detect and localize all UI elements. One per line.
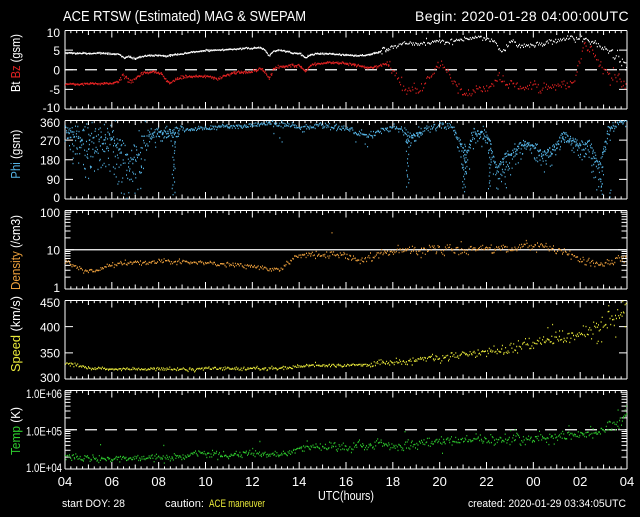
svg-text:-5: -5 <box>49 83 60 97</box>
svg-text:20: 20 <box>432 474 446 489</box>
svg-text:start DOY: 28: start DOY: 28 <box>62 498 125 510</box>
svg-text:10: 10 <box>47 26 61 40</box>
svg-text:1.0E+05: 1.0E+05 <box>26 424 62 438</box>
svg-text:1.0E+04: 1.0E+04 <box>26 461 62 475</box>
svg-text:ACE RTSW (Estimated) MAG & SWE: ACE RTSW (Estimated) MAG & SWEPAM <box>63 9 306 25</box>
svg-text:100: 100 <box>40 206 60 220</box>
svg-text:04: 04 <box>58 474 72 489</box>
svg-text:180: 180 <box>40 154 60 168</box>
svg-text:10: 10 <box>47 244 61 258</box>
svg-text:created: 2020-01-29 03:34:05U: created: 2020-01-29 03:34:05UTC <box>468 498 626 510</box>
svg-text:0: 0 <box>53 191 60 205</box>
svg-text:0: 0 <box>53 64 60 78</box>
svg-text:400: 400 <box>40 320 60 334</box>
svg-text:14: 14 <box>292 474 306 489</box>
svg-text:16: 16 <box>339 474 353 489</box>
svg-text:1: 1 <box>53 281 60 295</box>
svg-text:ACE maneuver: ACE maneuver <box>209 498 265 510</box>
svg-text:18: 18 <box>386 474 400 489</box>
svg-text:Density (/cm3): Density (/cm3) <box>8 215 23 290</box>
svg-text:02: 02 <box>573 474 587 489</box>
svg-text:00: 00 <box>526 474 540 489</box>
svg-text:Phi (gsm): Phi (gsm) <box>8 130 23 179</box>
svg-text:06: 06 <box>105 474 119 489</box>
svg-text:UTC(hours): UTC(hours) <box>318 489 374 503</box>
svg-text:300: 300 <box>40 371 60 385</box>
svg-text:90: 90 <box>47 173 61 187</box>
svg-text:450: 450 <box>40 296 60 310</box>
svg-text:caution:: caution: <box>165 498 204 510</box>
svg-text:10: 10 <box>198 474 212 489</box>
svg-text:-10: -10 <box>43 101 61 115</box>
svg-text:270: 270 <box>40 134 60 148</box>
svg-text:04: 04 <box>620 474 634 489</box>
svg-text:Speed (km/s): Speed (km/s) <box>8 296 23 372</box>
svg-text:Bt Bz (gsm): Bt Bz (gsm) <box>8 34 23 92</box>
svg-text:22: 22 <box>479 474 493 489</box>
svg-text:08: 08 <box>151 474 165 489</box>
svg-text:12: 12 <box>245 474 259 489</box>
svg-text:360: 360 <box>40 116 60 130</box>
svg-text:1.0E+06: 1.0E+06 <box>26 387 62 401</box>
svg-text:350: 350 <box>40 347 60 361</box>
svg-text:Begin: 2020-01-28 04:00:00UTC: Begin: 2020-01-28 04:00:00UTC <box>415 8 629 24</box>
svg-text:Temp (K): Temp (K) <box>8 407 23 455</box>
svg-text:5: 5 <box>53 44 60 58</box>
